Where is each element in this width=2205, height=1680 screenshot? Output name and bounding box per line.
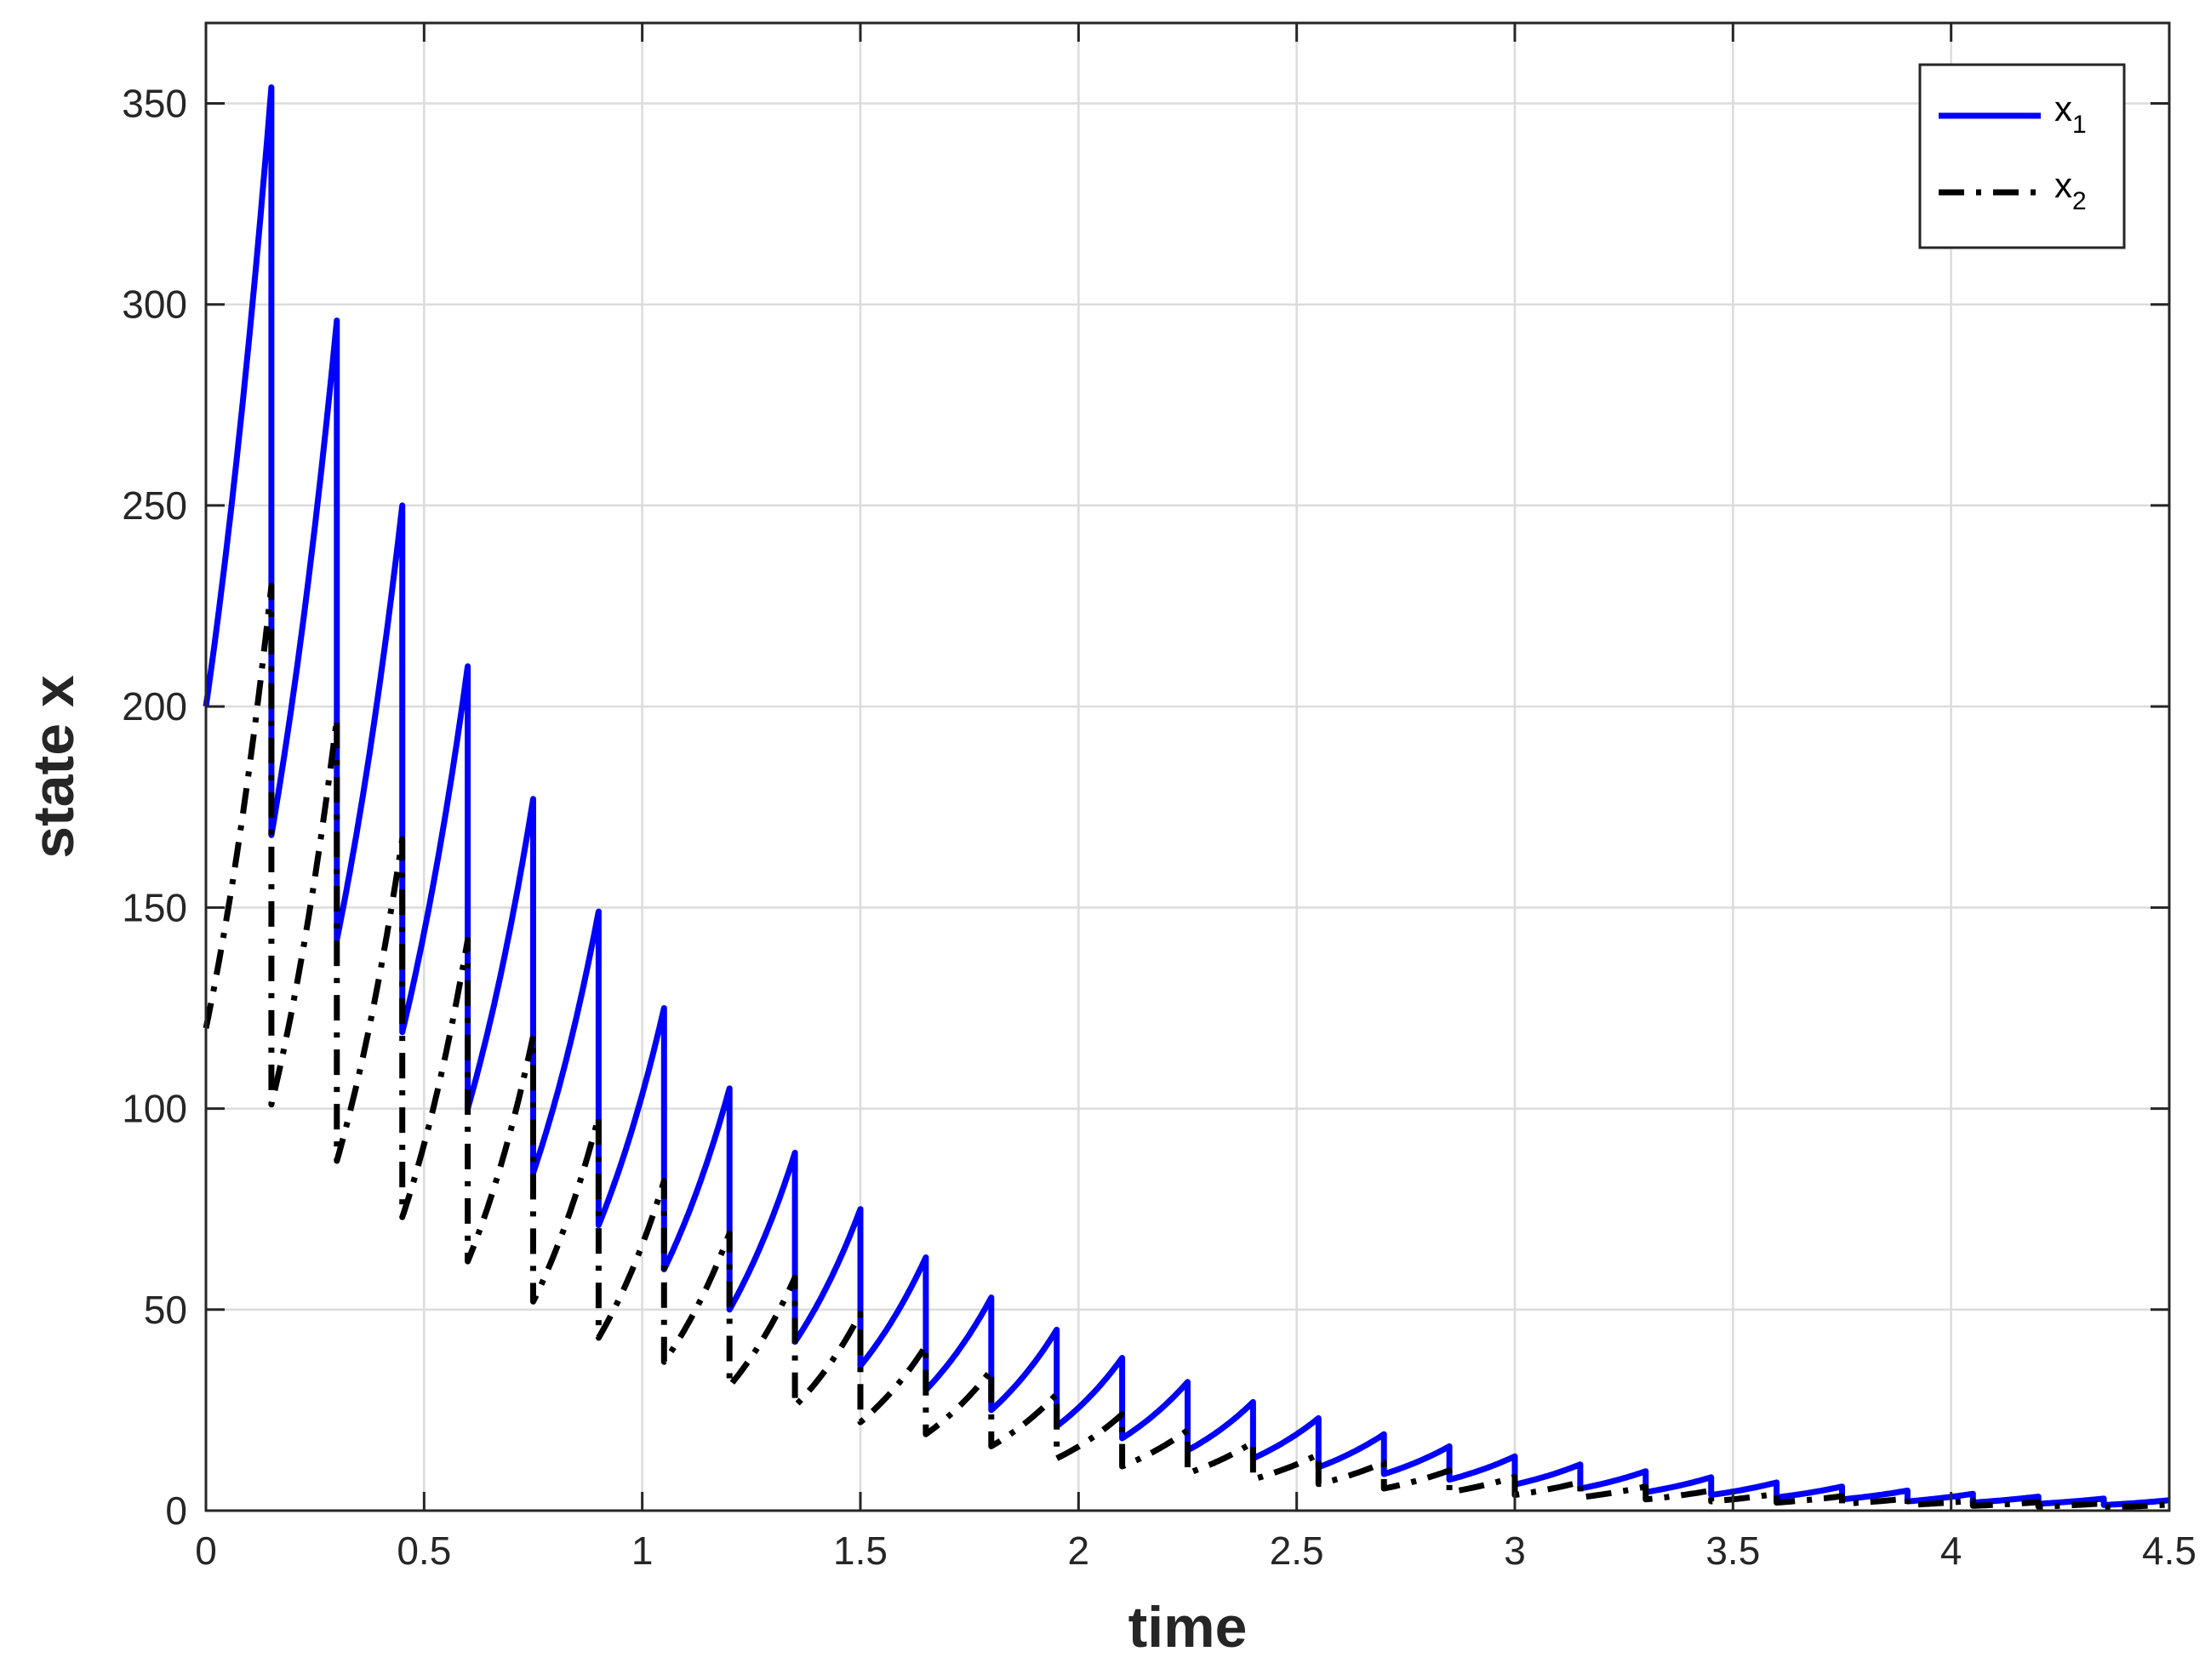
legend-entry-x2-subscript: 2 — [2072, 187, 2087, 215]
series-line-x1 — [203, 84, 2170, 1508]
series-line-x2 — [203, 582, 2170, 1511]
x-tick-label: 0.5 — [397, 1529, 451, 1573]
x-tick-label: 3 — [1504, 1529, 1526, 1573]
x-tick-label: 4 — [1940, 1529, 1962, 1573]
x-tick-label: 1.5 — [833, 1529, 888, 1573]
legend-entry-x1: x1 — [2054, 89, 2087, 139]
x-axis-label: time — [1128, 1595, 1248, 1660]
y-tick-label: 300 — [122, 283, 187, 327]
legend: x1 x2 — [1918, 63, 2126, 249]
series-layer — [203, 84, 2170, 1511]
legend-entry-x2-name: x — [2054, 165, 2072, 205]
y-tick-label: 50 — [144, 1288, 187, 1332]
legend-box — [1918, 63, 2126, 249]
x-tick-labels: 0 0.5 1 1.5 2 2.5 3 3.5 4 4.5 — [195, 1529, 2196, 1573]
y-tick-label: 250 — [122, 483, 187, 528]
x-tick-label: 2 — [1068, 1529, 1090, 1573]
y-tick-label: 350 — [122, 81, 187, 125]
x-tick-label: 0 — [195, 1529, 217, 1573]
y-tick-labels: 0 50 100 150 200 250 300 350 — [122, 81, 187, 1533]
legend-entry-x1-subscript: 1 — [2072, 111, 2087, 139]
y-tick-label: 100 — [122, 1087, 187, 1131]
y-tick-label: 0 — [165, 1489, 187, 1533]
plot-frame — [204, 21, 2171, 1512]
y-tick-label: 150 — [122, 885, 187, 929]
x-tick-label: 1 — [631, 1529, 654, 1573]
x-tick-label: 4.5 — [2142, 1529, 2196, 1573]
x-tick-label: 3.5 — [1705, 1529, 1760, 1573]
ticks — [204, 23, 2171, 1512]
y-tick-label: 200 — [122, 684, 187, 729]
x-tick-label: 2.5 — [1270, 1529, 1324, 1573]
plot-area — [206, 23, 2169, 1511]
legend-entry-x2: x2 — [2054, 165, 2087, 215]
y-axis-label: state x — [21, 675, 86, 859]
legend-entry-x1-name: x — [2054, 89, 2072, 129]
